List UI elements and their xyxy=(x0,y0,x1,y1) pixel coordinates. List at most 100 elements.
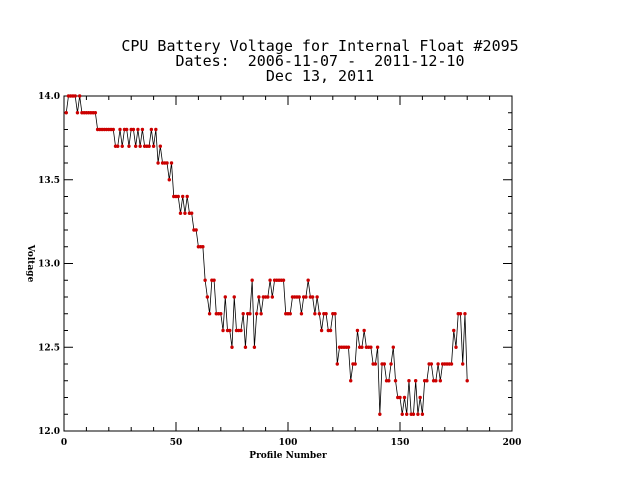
data-point xyxy=(140,127,145,132)
data-point xyxy=(328,328,333,333)
data-point xyxy=(212,278,216,282)
data-point xyxy=(434,379,438,383)
data-point xyxy=(402,395,407,400)
data-point xyxy=(461,362,465,366)
data-point xyxy=(465,379,469,383)
x-axis-label: Profile Number xyxy=(249,451,327,461)
data-point xyxy=(165,161,169,165)
data-point xyxy=(118,127,122,132)
data-point xyxy=(111,127,115,132)
data-point xyxy=(393,379,398,383)
x-tick-label: 150 xyxy=(391,438,410,448)
data-point xyxy=(156,161,160,165)
data-point xyxy=(317,312,322,316)
data-point xyxy=(353,362,357,366)
data-point xyxy=(297,295,301,299)
data-point xyxy=(319,328,324,333)
data-point xyxy=(230,345,234,349)
data-point xyxy=(241,312,245,316)
data-point xyxy=(158,144,163,148)
chart-title-line-3: Dec 13, 2011 xyxy=(265,67,375,85)
data-point xyxy=(221,328,225,333)
data-point xyxy=(257,295,261,299)
data-point xyxy=(183,211,187,215)
data-point xyxy=(333,312,337,316)
data-point xyxy=(346,345,351,349)
voltage-series-line xyxy=(65,95,468,415)
data-point xyxy=(375,345,380,349)
data-point xyxy=(207,312,212,316)
data-point xyxy=(194,228,198,232)
data-point xyxy=(181,194,185,199)
data-point xyxy=(315,295,319,299)
data-point xyxy=(425,379,429,383)
data-point xyxy=(458,312,463,316)
data-point xyxy=(313,312,317,316)
data-point xyxy=(411,412,416,416)
data-point xyxy=(250,278,254,282)
data-point xyxy=(449,362,454,366)
data-point xyxy=(398,395,402,400)
y-axis-label: Voltage xyxy=(25,244,35,283)
data-point xyxy=(310,295,315,299)
plot-frame xyxy=(63,95,513,432)
data-point xyxy=(335,362,339,366)
data-point xyxy=(77,94,82,98)
data-point xyxy=(378,412,382,416)
data-point xyxy=(136,127,140,132)
data-point xyxy=(452,328,456,333)
data-point xyxy=(64,111,68,115)
data-point xyxy=(254,312,259,316)
data-point xyxy=(205,295,210,299)
data-point xyxy=(420,412,425,416)
data-point xyxy=(306,278,310,282)
data-point xyxy=(248,312,252,316)
data-point xyxy=(147,144,151,148)
data-point xyxy=(176,194,180,199)
data-point xyxy=(185,194,189,199)
axes-layer: 0 50 100 150 200 12.0 12.5 13.0 13.5 14.0 xyxy=(38,92,521,448)
data-point xyxy=(382,362,387,366)
x-tick-label: 200 xyxy=(503,438,522,448)
data-point xyxy=(416,412,420,416)
y-tick-label: 14.0 xyxy=(38,92,60,102)
x-tick-label: 0 xyxy=(61,438,67,448)
chart-title-line-1: CPU Battery Voltage for Internal Float #… xyxy=(121,37,519,55)
data-point xyxy=(116,144,120,148)
data-point xyxy=(169,161,174,165)
data-point xyxy=(131,127,136,132)
data-point xyxy=(360,345,364,349)
data-point xyxy=(391,345,395,349)
data-point xyxy=(304,295,308,299)
data-point xyxy=(418,395,422,400)
y-tick-label: 13.0 xyxy=(38,260,60,270)
data-point xyxy=(407,379,411,383)
data-point xyxy=(243,345,248,349)
data-point xyxy=(127,144,131,148)
data-point xyxy=(429,362,434,366)
data-point xyxy=(138,144,142,148)
data-point xyxy=(463,312,467,316)
data-point xyxy=(219,312,223,316)
data-point xyxy=(270,295,275,299)
data-point xyxy=(387,379,391,383)
data-point xyxy=(228,328,232,333)
data-point xyxy=(288,312,292,316)
data-point xyxy=(120,144,124,148)
data-point xyxy=(281,278,286,282)
data-point xyxy=(125,127,129,132)
data-point xyxy=(201,245,205,249)
data-point xyxy=(259,312,263,316)
data-point xyxy=(189,211,194,215)
y-tick-label: 12.0 xyxy=(38,427,60,437)
data-point xyxy=(369,345,373,349)
data-point xyxy=(223,295,227,299)
x-tick-label: 50 xyxy=(170,438,183,448)
data-point xyxy=(178,211,183,215)
data-point xyxy=(133,144,138,148)
data-point xyxy=(299,312,304,316)
data-point xyxy=(266,295,270,299)
data-point xyxy=(154,127,158,132)
data-point xyxy=(203,278,207,282)
